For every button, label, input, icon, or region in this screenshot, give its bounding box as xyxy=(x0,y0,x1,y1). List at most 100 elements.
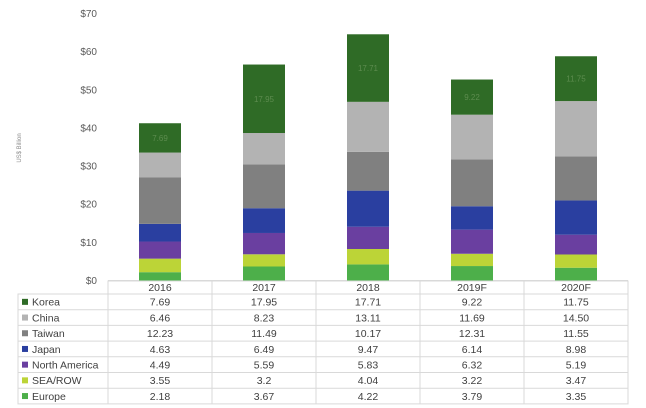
bar-segment-china xyxy=(243,133,285,165)
table-header-year: 2020F xyxy=(561,282,591,294)
bar-segment-japan xyxy=(347,190,389,227)
table-cell-value: 17.95 xyxy=(251,297,277,309)
legend-swatch xyxy=(22,345,28,352)
table-cell-value: 9.22 xyxy=(462,297,483,309)
table-body-box xyxy=(17,293,629,405)
bar-segment-north-america xyxy=(555,234,597,255)
table-cell-value: 8.98 xyxy=(566,344,587,356)
table-cell-value: 12.31 xyxy=(459,328,485,340)
table-cell-value: 14.50 xyxy=(563,312,589,324)
table-cell-value: 3.55 xyxy=(150,375,171,387)
bar-segment-europe xyxy=(139,272,181,281)
table-cell-value: 10.17 xyxy=(355,328,381,340)
bar-segment-korea xyxy=(555,56,597,102)
table-series-name: Japan xyxy=(32,344,61,356)
bar-segment-japan xyxy=(139,223,181,242)
bar-segment-sea-row xyxy=(347,248,389,265)
table-series-name: Korea xyxy=(32,297,60,309)
table-series-name: Taiwan xyxy=(32,328,65,340)
bar-segment-europe xyxy=(555,267,597,281)
y-tick-label: $10 xyxy=(80,238,97,249)
table-cell-value: 17.71 xyxy=(355,297,381,309)
table-cell-value: 3.2 xyxy=(257,375,272,387)
table-cell-value: 3.35 xyxy=(566,391,587,403)
table-cell-value: 2.18 xyxy=(150,391,171,403)
table-cell-value: 13.11 xyxy=(355,312,381,324)
y-tick-label: $50 xyxy=(80,85,97,96)
table-cell-value: 11.69 xyxy=(459,312,485,324)
table-cell-value: 11.75 xyxy=(563,297,589,309)
bar-segment-japan xyxy=(555,200,597,235)
bar-segment-japan xyxy=(243,208,285,233)
y-tick-label: $0 xyxy=(86,276,98,287)
data-label: 17.95 xyxy=(254,95,275,104)
data-label: 17.71 xyxy=(358,64,379,73)
table-cell-value: 5.19 xyxy=(566,359,587,371)
data-label: 9.22 xyxy=(464,93,480,102)
bar-segment-north-america xyxy=(243,232,285,255)
legend-swatch xyxy=(22,361,28,368)
bar-segment-north-america xyxy=(347,226,389,249)
y-tick-label: $60 xyxy=(80,47,97,58)
table-cell-value: 9.47 xyxy=(358,344,379,356)
y-tick-label: $30 xyxy=(80,162,97,173)
table-cell-value: 3.79 xyxy=(462,391,483,403)
bar-segment-korea xyxy=(243,64,285,134)
bar-segment-europe xyxy=(243,266,285,281)
bar-segment-taiwan xyxy=(451,159,493,207)
bar-segment-north-america xyxy=(451,229,493,254)
bar-segment-taiwan xyxy=(555,156,597,201)
bar-segment-korea xyxy=(347,34,389,102)
table-series-name: North America xyxy=(32,359,99,371)
table-cell-value: 3.22 xyxy=(462,375,483,387)
bar-segment-sea-row xyxy=(243,254,285,267)
legend-swatch xyxy=(22,314,28,321)
bar-segment-japan xyxy=(451,206,493,230)
bar-segment-korea xyxy=(451,79,493,115)
bar-segment-europe xyxy=(347,264,389,281)
legend-swatch xyxy=(22,393,28,400)
table-cell-value: 4.49 xyxy=(150,359,171,371)
bar-segment-china xyxy=(139,152,181,178)
table-cell-value: 6.32 xyxy=(462,359,483,371)
bar-segment-europe xyxy=(451,266,493,281)
bar-segment-sea-row xyxy=(555,254,597,268)
table-cell-value: 6.46 xyxy=(150,312,171,324)
bar-segment-sea-row xyxy=(451,253,493,267)
table-header-year: 2018 xyxy=(356,282,380,294)
bar-segment-north-america xyxy=(139,241,181,259)
bar-segment-china xyxy=(347,101,389,152)
bar-segment-korea xyxy=(139,123,181,153)
data-label: 11.75 xyxy=(566,75,586,84)
table-cell-value: 5.83 xyxy=(358,359,379,371)
y-tick-label: $40 xyxy=(80,123,97,134)
data-label: 7.69 xyxy=(152,134,168,143)
table-cell-value: 3.67 xyxy=(254,391,275,403)
bar-segment-china xyxy=(555,101,597,157)
legend-swatch xyxy=(22,330,28,337)
bar-segment-china xyxy=(451,114,493,160)
table-cell-value: 11.49 xyxy=(251,328,277,340)
table-cell-value: 8.23 xyxy=(254,312,275,324)
y-axis-label: US$ Billion xyxy=(17,133,23,162)
table-series-name: Europe xyxy=(32,391,66,403)
table-cell-value: 12.23 xyxy=(147,328,173,340)
y-tick-label: $70 xyxy=(80,9,97,20)
table-cell-value: 4.63 xyxy=(150,344,171,356)
table-header-year: 2019F xyxy=(457,282,487,294)
table-cell-value: 3.47 xyxy=(566,375,587,387)
table-cell-value: 6.49 xyxy=(254,344,275,356)
bar-segment-sea-row xyxy=(139,258,181,273)
table-series-name: SEA/ROW xyxy=(32,375,82,387)
bar-segment-taiwan xyxy=(347,151,389,191)
y-tick-label: $20 xyxy=(80,200,97,211)
bar-segment-taiwan xyxy=(243,164,285,209)
table-cell-value: 4.22 xyxy=(358,391,379,403)
legend-swatch xyxy=(22,298,28,305)
table-header-year: 2016 xyxy=(148,282,172,294)
bar-segment-taiwan xyxy=(139,177,181,224)
table-cell-value: 7.69 xyxy=(150,297,171,309)
table-cell-value: 6.14 xyxy=(462,344,483,356)
